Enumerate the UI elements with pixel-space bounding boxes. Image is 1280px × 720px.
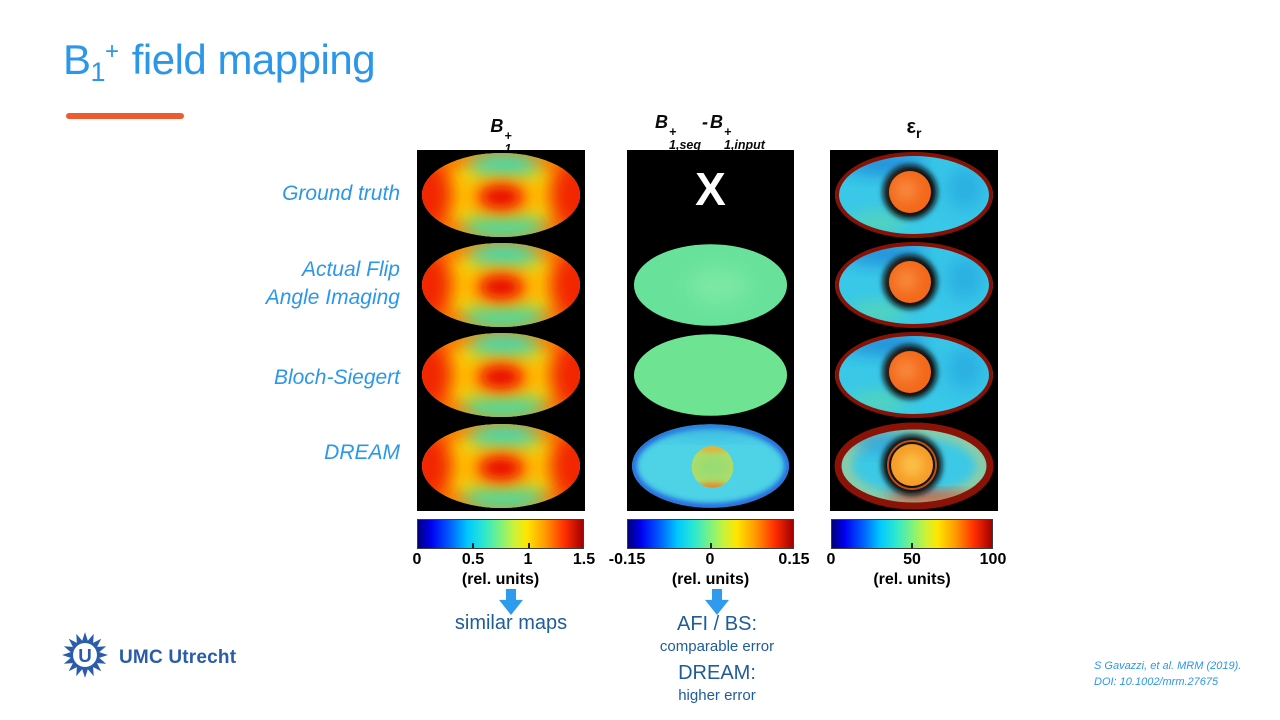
citation: S Gavazzi, et al. MRM (2019). DOI: 10.10… — [1094, 658, 1264, 690]
map-eps-afi — [830, 240, 998, 330]
umc-utrecht-logo-text: UMC Utrecht — [119, 647, 237, 668]
cb2-tick-0: 0 — [705, 551, 715, 568]
header-diff-minus: - — [702, 112, 708, 132]
cb1-tick-0: 0 — [412, 551, 422, 568]
row-label-afi: Actual Flip Angle Imaging — [140, 256, 400, 312]
callout-afi-bs: AFI / BS: — [676, 613, 758, 635]
panel-error-maps: X — [627, 150, 794, 511]
row-label-bloch-siegert: Bloch-Siegert — [140, 364, 400, 392]
row-label-line: Ground truth — [282, 182, 400, 205]
page-title: B1+ field mapping — [63, 36, 376, 88]
umc-utrecht-logo-icon: U — [62, 632, 108, 678]
callout-higher-error: higher error — [678, 687, 756, 704]
colorbar-tickmark — [528, 543, 530, 548]
panel-b1-maps — [417, 150, 585, 511]
row-label-ground-truth: Ground truth — [140, 180, 400, 208]
header-eps-sub: r — [916, 125, 922, 141]
header-b1-sub: 1 — [504, 142, 511, 156]
map-error-afi — [627, 240, 794, 330]
column-header-permittivity: εr — [830, 116, 998, 141]
cb1-tick-15: 1.5 — [572, 551, 596, 568]
header-diff-b1: B — [655, 112, 669, 132]
umc-logo-letter: U — [78, 645, 92, 666]
map-error-bloch-siegert — [633, 334, 788, 416]
header-diff-sup2: + — [724, 125, 732, 139]
cb3-tick-100: 100 — [979, 551, 1007, 568]
cb3-tick-0: 0 — [826, 551, 836, 568]
map-eps-bloch-siegert — [830, 330, 998, 420]
cb1-tick-05: 0.5 — [461, 551, 485, 568]
cb2-tick-pos: 0.15 — [778, 551, 810, 568]
cb1-tick-1: 1 — [523, 551, 533, 568]
title-subscript: 1 — [90, 57, 106, 87]
title-underline — [66, 113, 184, 119]
callout-comparable-error: comparable error — [659, 638, 775, 655]
header-diff-sup1: + — [669, 125, 677, 139]
missing-map-x-marker: X — [695, 163, 726, 215]
colorbar-tickmark — [472, 543, 474, 548]
map-b1-bloch-siegert — [417, 330, 585, 420]
colorbar-tickmark — [710, 543, 712, 548]
column-header-difference: B +1,seq - B +1,input — [608, 112, 812, 152]
header-diff-stack2: +1,input — [724, 125, 765, 153]
cb3-unit-label: (rel. units) — [873, 571, 951, 588]
cb3-tick-50: 50 — [903, 551, 921, 568]
citation-line2: DOI: 10.1002/mrm.27675 — [1094, 676, 1219, 688]
header-diff-stack1: +1,seq — [669, 125, 701, 153]
header-b1-sup: + — [504, 129, 512, 143]
cb2-unit-label: (rel. units) — [671, 571, 750, 588]
callout-error-summary: AFI / BS: comparable error DREAM: higher… — [597, 612, 837, 705]
row-label-line: DREAM — [324, 441, 400, 464]
map-b1-afi — [417, 240, 585, 330]
header-b1-stack: +1 — [504, 129, 512, 156]
header-diff-sub1: 1,seq — [669, 138, 701, 153]
title-b: B — [63, 36, 91, 83]
map-error-dream — [627, 421, 794, 511]
map-eps-ground-truth — [830, 150, 998, 240]
title-superscript: + — [105, 38, 119, 65]
colorbar-tickmark — [911, 543, 913, 548]
header-eps-base: ε — [906, 116, 917, 138]
column-header-b1: B+1 — [417, 116, 585, 156]
citation-line1: S Gavazzi, et al. MRM (2019). — [1094, 660, 1242, 672]
row-label-line: Actual Flip — [301, 258, 400, 281]
map-b1-ground-truth — [417, 150, 585, 240]
map-eps-dream — [830, 421, 998, 511]
row-label-line: Angle Imaging — [265, 286, 400, 309]
header-b1-base: B — [490, 116, 504, 136]
row-label-line: Bloch-Siegert — [273, 366, 400, 389]
colorbar-b1 — [417, 519, 584, 549]
callout-dream: DREAM: — [678, 662, 756, 684]
row-label-dream: DREAM — [140, 439, 400, 467]
callout-similar-maps: similar maps — [454, 612, 568, 634]
panel-permittivity-maps — [830, 150, 998, 511]
cb1-unit-label: (rel. units) — [461, 571, 540, 588]
cb2-tick-neg: -0.15 — [608, 551, 646, 568]
map-b1-dream — [417, 421, 585, 511]
header-diff-sub2: 1,input — [724, 138, 765, 153]
header-diff-b2: B — [710, 112, 723, 132]
title-rest: field mapping — [120, 36, 376, 83]
